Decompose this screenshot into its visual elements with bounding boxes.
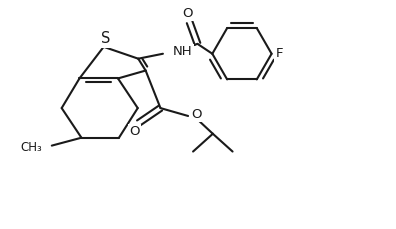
Text: O: O [183,7,193,20]
Text: NH: NH [173,45,192,58]
Text: O: O [129,125,140,138]
Text: F: F [276,47,283,60]
Text: S: S [101,31,110,46]
Text: CH₃: CH₃ [20,141,42,154]
Text: O: O [191,107,201,120]
